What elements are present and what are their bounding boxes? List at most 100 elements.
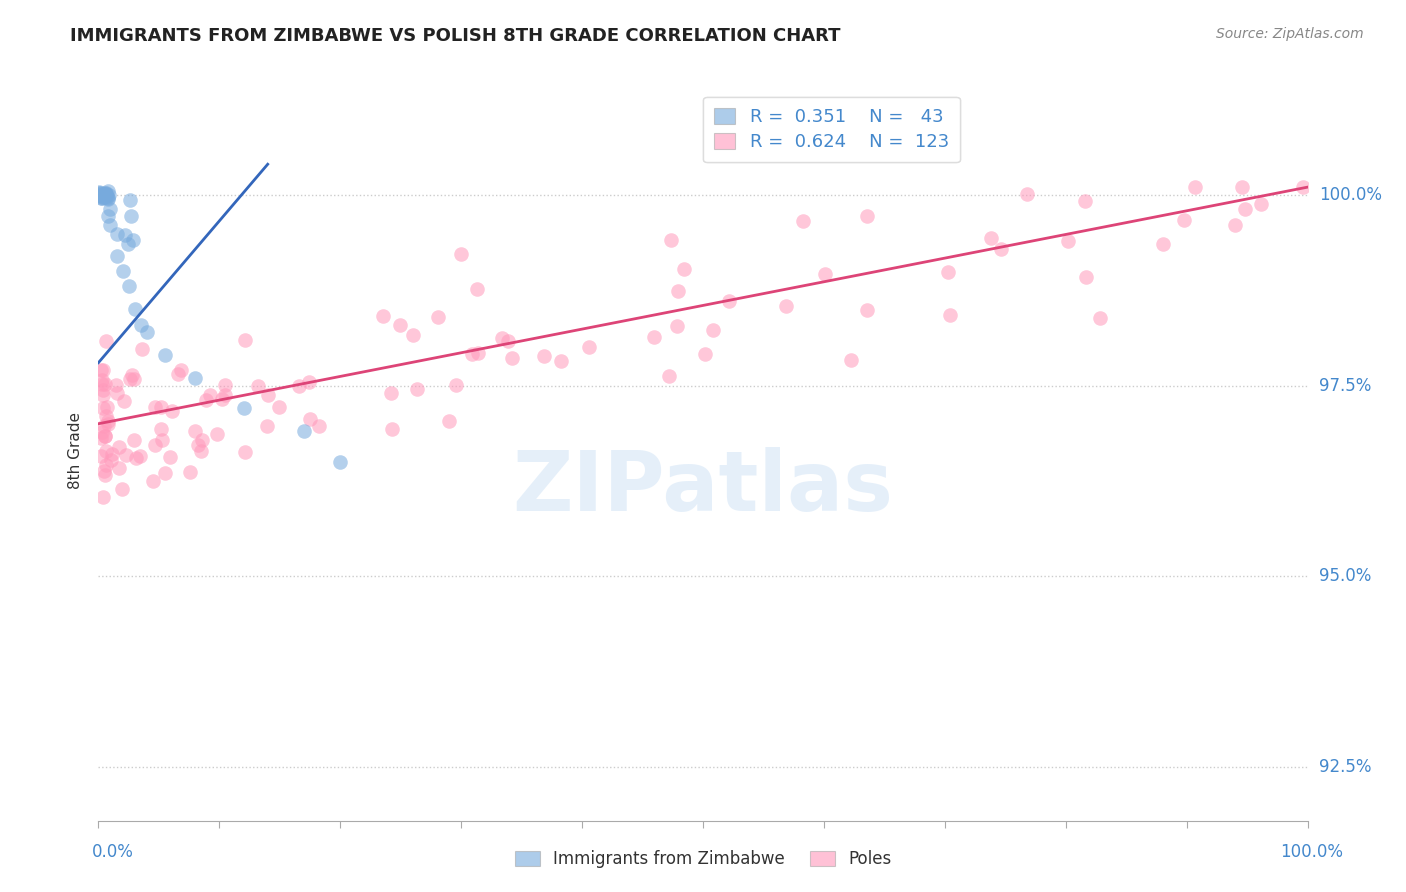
Point [94,376,117,391]
Point [94,429,117,443]
Point [184,371,207,385]
Point [329,455,352,469]
Point [153,348,176,362]
Point [211,392,233,406]
Point [90,363,112,377]
Point [938,308,960,322]
Point [467,345,489,359]
Point [533,350,555,364]
Point [94,189,117,203]
Point [550,353,572,368]
Point [90,449,112,463]
Point [104,377,127,392]
Point [170,362,193,376]
Text: IMMIGRANTS FROM ZIMBABWE VS POLISH 8TH GRADE CORRELATION CHART: IMMIGRANTS FROM ZIMBABWE VS POLISH 8TH G… [70,27,841,45]
Point [97,184,120,198]
Point [496,334,519,348]
Text: 97.5%: 97.5% [1319,376,1371,394]
Point [450,247,472,261]
Point [1292,180,1315,194]
Point [501,351,523,365]
Point [388,318,411,333]
Point [380,386,402,401]
Point [153,466,176,480]
Point [108,461,131,475]
Point [1232,180,1254,194]
Point [298,375,321,389]
Point [111,264,134,278]
Point [406,382,429,396]
Point [298,411,321,425]
Point [1056,234,1078,248]
Point [90,187,112,202]
Point [91,425,114,439]
Point [131,343,153,357]
Point [117,237,139,252]
Point [246,379,269,393]
Point [444,377,467,392]
Point [232,401,254,416]
Point [990,243,1012,257]
Text: 100.0%: 100.0% [1279,843,1343,861]
Point [91,388,114,402]
Point [1233,202,1256,216]
Point [94,186,117,201]
Point [491,331,513,345]
Point [120,372,142,386]
Point [89,185,111,199]
Point [94,468,117,483]
Point [465,282,488,296]
Point [659,233,682,247]
Text: ZIPatlas: ZIPatlas [513,447,893,528]
Point [269,401,291,415]
Point [120,209,142,223]
Point [855,302,877,317]
Text: Source: ZipAtlas.com: Source: ZipAtlas.com [1216,27,1364,41]
Point [666,285,689,299]
Point [371,309,394,323]
Point [214,378,236,392]
Point [135,325,157,339]
Point [187,438,209,452]
Point [775,299,797,313]
Point [813,267,835,281]
Point [125,451,148,466]
Point [90,190,112,204]
Point [936,265,959,279]
Point [108,440,131,454]
Point [96,458,118,473]
Point [94,186,117,201]
Point [141,474,163,488]
Point [121,368,143,382]
Point [190,444,212,458]
Point [97,417,120,431]
Point [426,310,449,324]
Point [124,302,146,317]
Point [461,347,484,361]
Point [97,210,120,224]
Point [402,327,425,342]
Point [114,448,136,462]
Point [89,188,111,202]
Text: 100.0%: 100.0% [1319,186,1382,203]
Point [93,418,115,433]
Point [150,434,173,448]
Point [214,388,236,402]
Point [1074,269,1097,284]
Point [111,483,134,497]
Point [91,190,114,204]
Point [98,218,121,232]
Point [166,367,188,381]
Point [96,400,118,414]
Point [101,447,124,461]
Point [855,209,877,223]
Point [114,227,136,242]
Point [195,392,218,407]
Point [233,333,256,347]
Point [91,384,114,398]
Point [437,414,460,428]
Point [94,444,117,458]
Point [143,400,166,414]
Point [191,433,214,447]
Point [1184,180,1206,194]
